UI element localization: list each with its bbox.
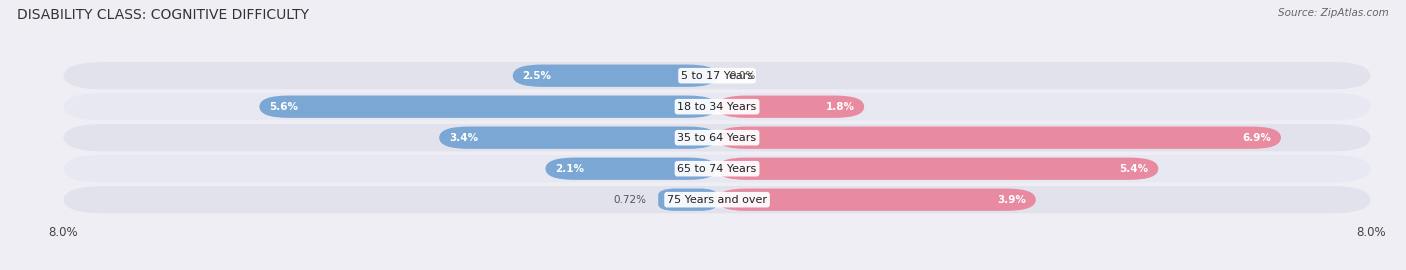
Text: 0.0%: 0.0%	[730, 71, 755, 81]
Text: 5.6%: 5.6%	[269, 102, 298, 112]
Text: 6.9%: 6.9%	[1243, 133, 1271, 143]
FancyBboxPatch shape	[63, 62, 1371, 89]
FancyBboxPatch shape	[63, 124, 1371, 151]
Text: 2.5%: 2.5%	[523, 71, 551, 81]
Text: 75 Years and over: 75 Years and over	[666, 195, 768, 205]
FancyBboxPatch shape	[717, 157, 1159, 180]
Text: 5.4%: 5.4%	[1119, 164, 1149, 174]
Text: 18 to 34 Years: 18 to 34 Years	[678, 102, 756, 112]
Text: 2.1%: 2.1%	[555, 164, 585, 174]
FancyBboxPatch shape	[717, 188, 1036, 211]
Text: Source: ZipAtlas.com: Source: ZipAtlas.com	[1278, 8, 1389, 18]
FancyBboxPatch shape	[63, 93, 1371, 120]
Text: 3.4%: 3.4%	[449, 133, 478, 143]
FancyBboxPatch shape	[513, 65, 717, 87]
Text: DISABILITY CLASS: COGNITIVE DIFFICULTY: DISABILITY CLASS: COGNITIVE DIFFICULTY	[17, 8, 309, 22]
Text: 0.72%: 0.72%	[613, 195, 645, 205]
Text: 65 to 74 Years: 65 to 74 Years	[678, 164, 756, 174]
FancyBboxPatch shape	[717, 96, 865, 118]
FancyBboxPatch shape	[259, 96, 717, 118]
Text: 35 to 64 Years: 35 to 64 Years	[678, 133, 756, 143]
FancyBboxPatch shape	[63, 155, 1371, 182]
FancyBboxPatch shape	[546, 157, 717, 180]
FancyBboxPatch shape	[658, 188, 717, 211]
Text: 3.9%: 3.9%	[997, 195, 1026, 205]
FancyBboxPatch shape	[63, 186, 1371, 213]
FancyBboxPatch shape	[439, 127, 717, 149]
Text: 5 to 17 Years: 5 to 17 Years	[681, 71, 754, 81]
FancyBboxPatch shape	[717, 127, 1281, 149]
Text: 1.8%: 1.8%	[825, 102, 855, 112]
